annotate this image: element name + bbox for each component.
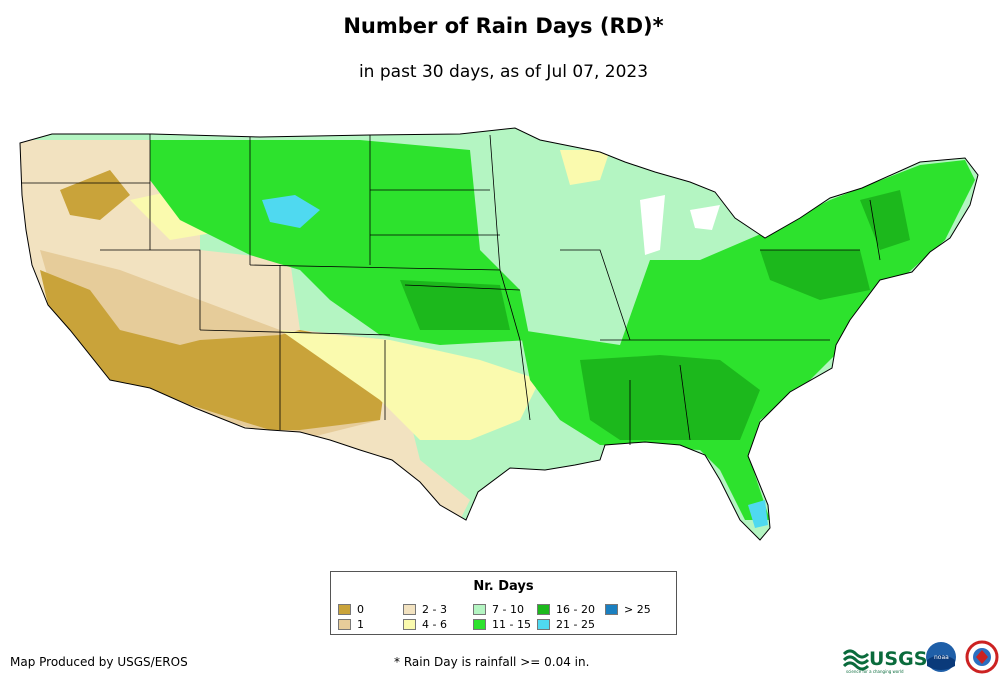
legend-label: 0 (357, 603, 364, 616)
state-boundaries (22, 134, 881, 445)
legend-swatch (403, 604, 416, 615)
legend-swatch (473, 619, 486, 630)
us-rain-days-map (19, 127, 979, 541)
legend-label: 21 - 25 (556, 618, 595, 631)
legend-item-0: 0 (338, 603, 364, 616)
legend-box: Nr. Days 0 1 2 - 3 4 - 6 7 - 10 11 - 15 … (330, 571, 677, 635)
legend-item-4-6: 4 - 6 (403, 618, 447, 631)
legend-item-11-15: 11 - 15 (473, 618, 531, 631)
legend-item-16-20: 16 - 20 (537, 603, 595, 616)
nws-logo-icon[interactable] (965, 640, 999, 674)
legend-label: > 25 (624, 603, 651, 616)
legend-swatch (473, 604, 486, 615)
noaa-logo-icon[interactable]: noaa (926, 642, 956, 672)
usgs-logo-text: USGS (869, 648, 927, 670)
legend-title: Nr. Days (473, 579, 534, 594)
legend-label: 16 - 20 (556, 603, 595, 616)
rain-days-fill (20, 128, 978, 540)
legend-swatch (338, 604, 351, 615)
legend-item-21-25: 21 - 25 (537, 618, 595, 631)
usgs-logo-icon[interactable]: USGS science for a changing world (842, 648, 927, 674)
map-subtitle: in past 30 days, as of Jul 07, 2023 (358, 62, 649, 82)
legend-label: 2 - 3 (422, 603, 447, 616)
legend-item-2-3: 2 - 3 (403, 603, 447, 616)
legend-label: 7 - 10 (492, 603, 524, 616)
footnote: * Rain Day is rainfall >= 0.04 in. (394, 655, 590, 669)
legend-swatch (338, 619, 351, 630)
legend-label: 11 - 15 (492, 618, 531, 631)
legend-swatch (605, 604, 618, 615)
legend-item-gt-25: > 25 (605, 603, 651, 616)
usgs-tagline: science for a changing world (846, 669, 904, 674)
legend-label: 1 (357, 618, 364, 631)
agency-logos: USGS science for a changing world noaa (842, 638, 1002, 678)
legend-swatch (537, 619, 550, 630)
legend-label: 4 - 6 (422, 618, 447, 631)
legend-swatch (537, 604, 550, 615)
legend-swatch (403, 619, 416, 630)
map-credit: Map Produced by USGS/EROS (10, 655, 188, 669)
legend-item-7-10: 7 - 10 (473, 603, 524, 616)
noaa-logo-text: noaa (934, 654, 949, 661)
map-title: Number of Rain Days (RD)* (343, 14, 664, 38)
legend-item-1: 1 (338, 618, 364, 631)
